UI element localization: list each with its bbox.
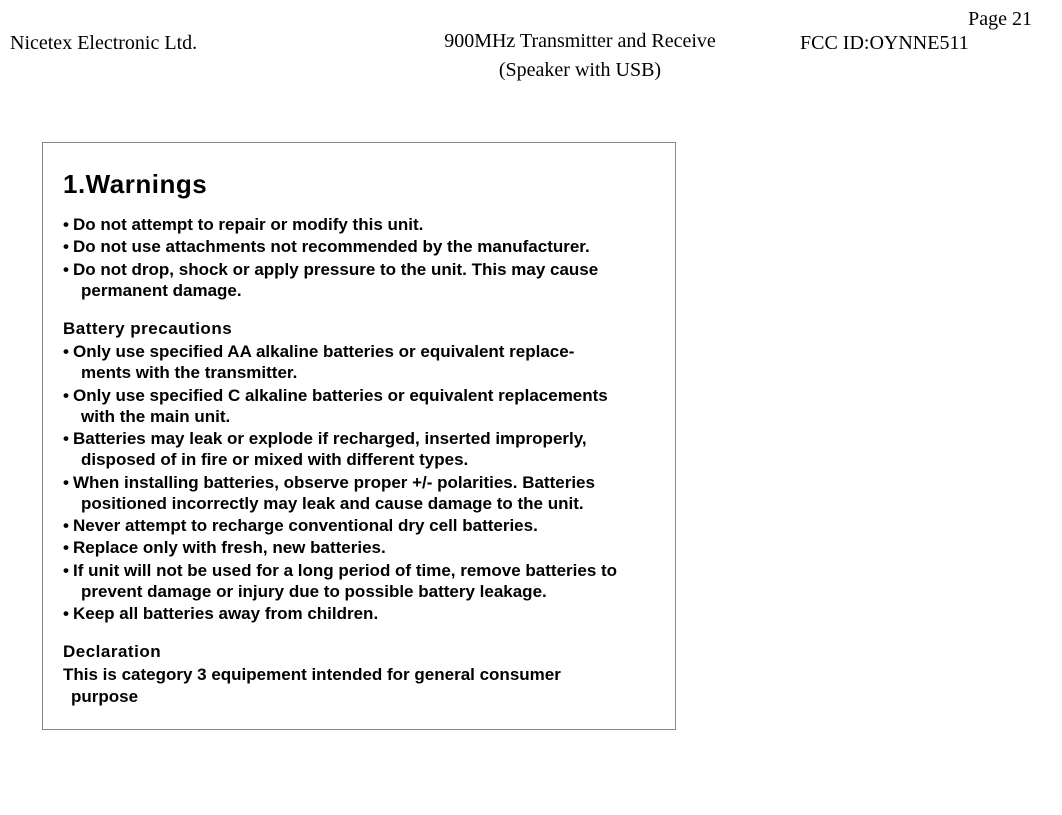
- list-item: If unit will not be used for a long peri…: [63, 560, 655, 603]
- list-item: Never attempt to recharge conventional d…: [63, 515, 655, 536]
- list-item: When installing batteries, observe prope…: [63, 472, 655, 515]
- header-company: Nicetex Electronic Ltd.: [10, 30, 380, 82]
- document-page: Page 21 Nicetex Electronic Ltd. 900MHz T…: [0, 0, 1062, 815]
- header-fcc-id: FCC ID:OYNNE511: [780, 30, 1052, 82]
- header-device-title: 900MHz Transmitter and Receive (Speaker …: [380, 30, 780, 82]
- list-item: Replace only with fresh, new batteries.: [63, 537, 655, 558]
- header-device-line1: 900MHz Transmitter and Receive: [444, 30, 716, 52]
- header-device-line2: (Speaker with USB): [380, 59, 780, 82]
- list-item: Batteries may leak or explode if recharg…: [63, 428, 655, 471]
- list-item: Only use specified AA alkaline batteries…: [63, 341, 655, 384]
- battery-precautions-list: Only use specified AA alkaline batteries…: [63, 341, 655, 624]
- battery-precautions-heading: Battery precautions: [63, 319, 655, 339]
- general-warnings-list: Do not attempt to repair or modify this …: [63, 214, 655, 301]
- page-header: Nicetex Electronic Ltd. 900MHz Transmitt…: [10, 30, 1052, 82]
- list-item: Only use specified C alkaline batteries …: [63, 385, 655, 428]
- warnings-panel: 1.Warnings Do not attempt to repair or m…: [42, 142, 676, 730]
- list-item: Do not drop, shock or apply pressure to …: [63, 259, 655, 302]
- list-item: Do not use attachments not recommended b…: [63, 236, 655, 257]
- list-item: Keep all batteries away from children.: [63, 603, 655, 624]
- warnings-heading: 1.Warnings: [63, 169, 655, 200]
- declaration-text: This is category 3 equipement intended f…: [63, 664, 655, 707]
- declaration-heading: Declaration: [63, 642, 655, 662]
- list-item: Do not attempt to repair or modify this …: [63, 214, 655, 235]
- page-number: Page 21: [968, 8, 1032, 31]
